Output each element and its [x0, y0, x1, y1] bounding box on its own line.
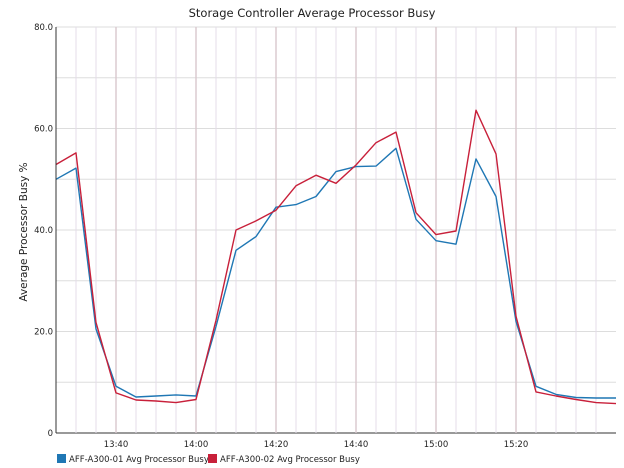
y-tick-label: 40.0: [34, 226, 53, 236]
legend: AFF-A300-01 Avg Processor Busy AFF-A300-0…: [57, 454, 360, 465]
x-tick-labels: 13:40 14:00 14:20 14:40 15:00 15:20: [104, 440, 529, 450]
x-tick-label: 13:40: [104, 440, 129, 450]
x-tick-label: 14:00: [184, 440, 209, 450]
legend-swatch: [208, 454, 217, 463]
x-tick-label: 14:20: [264, 440, 289, 450]
y-tick-label: 60.0: [34, 125, 53, 135]
x-tick-label: 14:40: [344, 440, 369, 450]
legend-label: AFF-A300-01 Avg Processor Busy: [69, 455, 209, 465]
chart-title: Storage Controller Average Processor Bus…: [189, 6, 436, 20]
legend-label: AFF-A300-02 Avg Processor Busy: [220, 455, 360, 465]
y-axis-title: Average Processor Busy %: [18, 162, 30, 301]
y-tick-label: 80.0: [34, 23, 53, 33]
y-tick-labels: 0 20.0 40.0 60.0 80.0: [34, 23, 53, 439]
y-tick-label: 0: [48, 429, 53, 439]
y-tick-label: 20.0: [34, 328, 53, 338]
x-tick-label: 15:20: [504, 440, 529, 450]
legend-swatch: [57, 454, 66, 463]
series-line-2: [55, 109, 617, 405]
x-tick-label: 15:00: [424, 440, 449, 450]
series-layer: [55, 109, 617, 405]
